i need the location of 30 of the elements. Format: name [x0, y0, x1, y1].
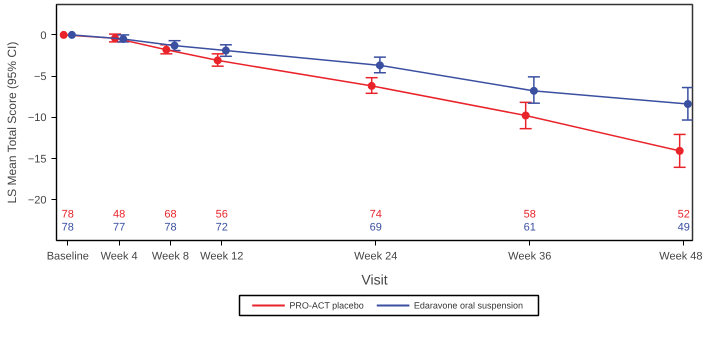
- annotation: 78: [164, 222, 177, 234]
- annotation: 78: [62, 222, 74, 234]
- legend-label: PRO-ACT placebo: [289, 300, 364, 310]
- y-axis-title: LS Mean Total Score (95% CI): [4, 42, 19, 204]
- annotation: 56: [216, 208, 228, 220]
- annotation: 61: [524, 222, 536, 234]
- annotation: 77: [113, 222, 126, 234]
- x-axis-title: Visit: [361, 272, 388, 288]
- annotation: 78: [62, 208, 74, 220]
- annotation: 69: [370, 222, 382, 234]
- legend-label: Edaravone oral suspension: [414, 300, 523, 310]
- annotation: 52: [678, 208, 690, 220]
- x-tick-label: Week 4: [100, 250, 138, 262]
- y-tick-label: −5: [34, 71, 47, 84]
- x-tick-label: Week 8: [152, 250, 190, 262]
- annotation: 49: [678, 222, 690, 234]
- annotation: 72: [216, 222, 228, 234]
- y-tick-label: −10: [28, 112, 47, 124]
- x-tick-label: Week 36: [508, 250, 552, 262]
- x-tick-label: Week 12: [200, 250, 244, 262]
- annotation: 58: [524, 208, 536, 220]
- x-tick-label: Week 48: [659, 250, 703, 262]
- y-tick-label: 0: [40, 30, 47, 42]
- x-tick-label: Week 24: [354, 250, 398, 262]
- annotation: 68: [164, 208, 177, 220]
- annotation: 48: [113, 208, 126, 220]
- y-tick-label: −15: [28, 153, 47, 166]
- y-tick-label: −20: [28, 194, 47, 206]
- x-tick-label: Baseline: [46, 250, 89, 262]
- annotation: 74: [370, 208, 382, 220]
